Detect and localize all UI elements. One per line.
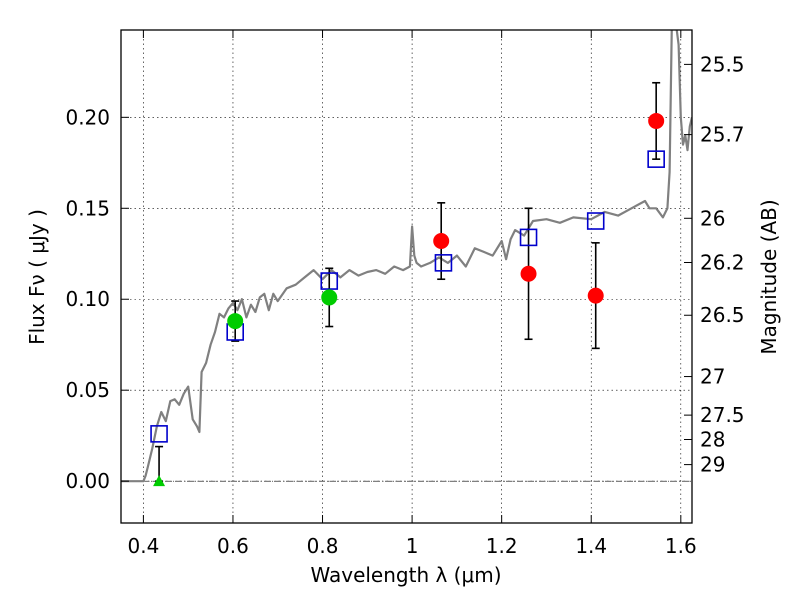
nir-detection-point <box>433 233 450 250</box>
y-tick-label: 0.20 <box>65 105 110 129</box>
y-axis-title: Flux Fν ( μJy ) <box>25 209 49 345</box>
x-tick-label: 0.6 <box>217 534 249 558</box>
optical-detection-point <box>321 289 338 306</box>
model-square-point <box>586 212 605 230</box>
ticks: 0.4 0.6 0.8 1 1.2 1.4 1.6 0.00 0.05 0.10 0.15 0.20 2… <box>65 30 745 558</box>
y-tick-label: 0.15 <box>65 196 110 220</box>
y2-tick-label: 28 <box>700 427 725 451</box>
template-spectrum-line <box>121 30 692 483</box>
model-square-point <box>519 228 538 247</box>
nir-detection-point <box>587 287 604 304</box>
model-square-point <box>150 425 168 443</box>
y2-tick-label: 25.7 <box>700 123 745 147</box>
y2-tick-label: 26 <box>700 206 725 230</box>
y2-tick-label: 26.5 <box>700 303 745 327</box>
y2-axis-title: Magnitude (AB) <box>757 199 781 354</box>
optical-detection-point <box>227 313 244 330</box>
x-tick-label: 0.4 <box>127 534 159 558</box>
y-tick-label: 0.05 <box>65 378 110 402</box>
y2-tick-label: 27 <box>700 365 725 389</box>
template-spectrum <box>121 30 692 483</box>
x-tick-label: 1.6 <box>665 534 697 558</box>
upper-limit-marker <box>153 475 166 487</box>
model-square-point <box>320 272 339 290</box>
y-tick-label: 0.00 <box>65 469 110 493</box>
x-tick-label: 1 <box>406 534 419 558</box>
y2-tick-label: 29 <box>700 453 725 477</box>
y2-tick-label: 25.5 <box>700 52 745 76</box>
nir-detection-point <box>520 265 537 282</box>
y2-tick-label: 26.2 <box>700 250 745 274</box>
x-axis-title: Wavelength λ (μm) <box>310 563 501 587</box>
x-tick-label: 1.2 <box>486 534 518 558</box>
photometry-points <box>150 81 665 487</box>
plot-frame <box>120 29 693 524</box>
model-square-point <box>434 254 453 272</box>
grid <box>121 30 692 523</box>
x-tick-label: 1.4 <box>575 534 607 558</box>
model-square-point <box>647 150 665 168</box>
nir-detection-point <box>648 112 665 129</box>
y2-tick-label: 27.5 <box>700 403 745 427</box>
x-tick-label: 0.8 <box>307 534 339 558</box>
y-tick-label: 0.10 <box>65 287 110 311</box>
